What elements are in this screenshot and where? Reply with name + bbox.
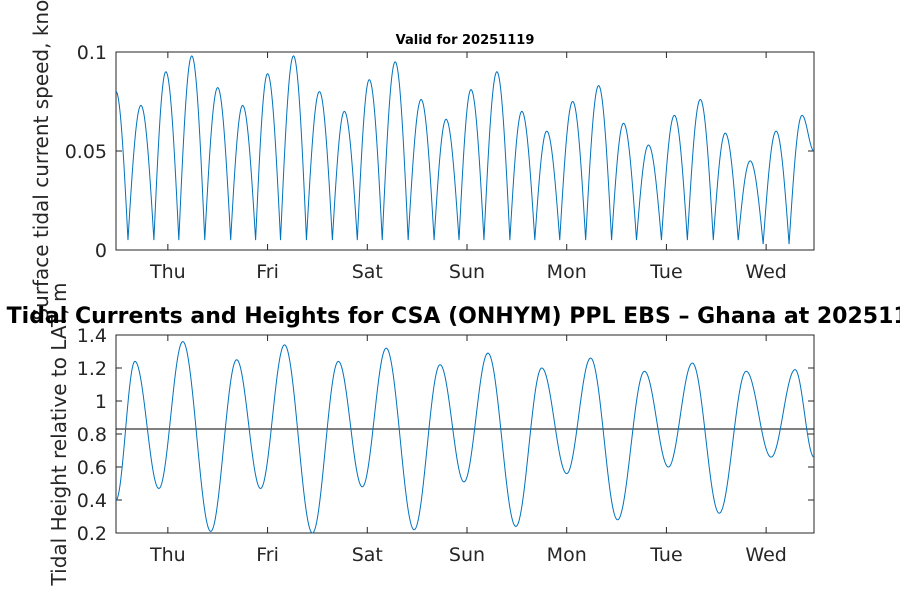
current-speed-series-line (115, 55, 815, 245)
tidal-height-x-tick-label: Thu (149, 544, 186, 566)
current-speed-y-ticks: 0 0.05 0.1 (65, 42, 814, 262)
tidal-height-y-ticks: 0.2 0.4 0.6 0.8 1 1.2 1.4 (77, 325, 814, 545)
tidal-height-panel: Thu Fri Sat Sun Mon Tue Wed 0.2 0.4 0.6 0.8 1 1.2 1.… (7, 283, 900, 587)
current-speed-y-tick-label: 0 (95, 240, 107, 262)
current-speed-x-tick-label: Sun (449, 261, 485, 283)
current-speed-panel: Thu Fri Sat Sun Mon Tue Wed 0 0.05 0.1 Valid for… (29, 0, 815, 321)
figure-main-title: Tidal Currents and Heights for CSA (ONHY… (7, 304, 900, 329)
tidal-height-y-tick-label: 0.2 (77, 523, 107, 545)
tidal-height-x-tick-label: Tue (649, 544, 682, 566)
current-speed-axes-box (115, 51, 815, 251)
current-speed-title: Valid for 20251119 (396, 33, 535, 48)
tidal-height-x-tick-label: Wed (745, 544, 786, 566)
tidal-height-y-tick-label: 0.8 (77, 424, 107, 446)
tidal-height-y-tick-label: 1.2 (77, 358, 107, 380)
current-speed-x-tick-label: Thu (149, 261, 186, 283)
tidal-height-y-axis-label: Tidal Height relative to LAT, m (47, 283, 71, 587)
current-speed-y-axis-label: Surface tidal current speed, knots (29, 0, 53, 321)
current-speed-x-ticks: Thu Fri Sat Sun Mon Tue Wed (149, 52, 787, 283)
current-speed-x-tick-label: Wed (745, 261, 786, 283)
tidal-height-x-tick-label: Sun (449, 544, 485, 566)
tidal-height-x-tick-label: Sat (352, 544, 383, 566)
current-speed-y-tick-label: 0.1 (77, 42, 107, 64)
current-speed-x-tick-label: Tue (649, 261, 682, 283)
tidal-height-y-tick-label: 1 (95, 391, 107, 413)
tidal-height-x-tick-label: Fri (256, 544, 279, 566)
tidal-height-x-tick-label: Mon (547, 544, 587, 566)
current-speed-y-tick-label: 0.05 (65, 141, 107, 163)
current-speed-x-tick-label: Mon (547, 261, 587, 283)
tidal-height-y-tick-label: 0.6 (77, 457, 107, 479)
tidal-height-y-tick-label: 1.4 (77, 325, 107, 347)
tidal-height-series-line (115, 341, 815, 534)
current-speed-x-tick-label: Fri (256, 261, 279, 283)
tidal-height-x-ticks: Thu Fri Sat Sun Mon Tue Wed (149, 335, 787, 566)
current-speed-x-tick-label: Sat (352, 261, 383, 283)
tidal-height-axes-box (115, 334, 815, 534)
tidal-height-y-tick-label: 0.4 (77, 490, 107, 512)
